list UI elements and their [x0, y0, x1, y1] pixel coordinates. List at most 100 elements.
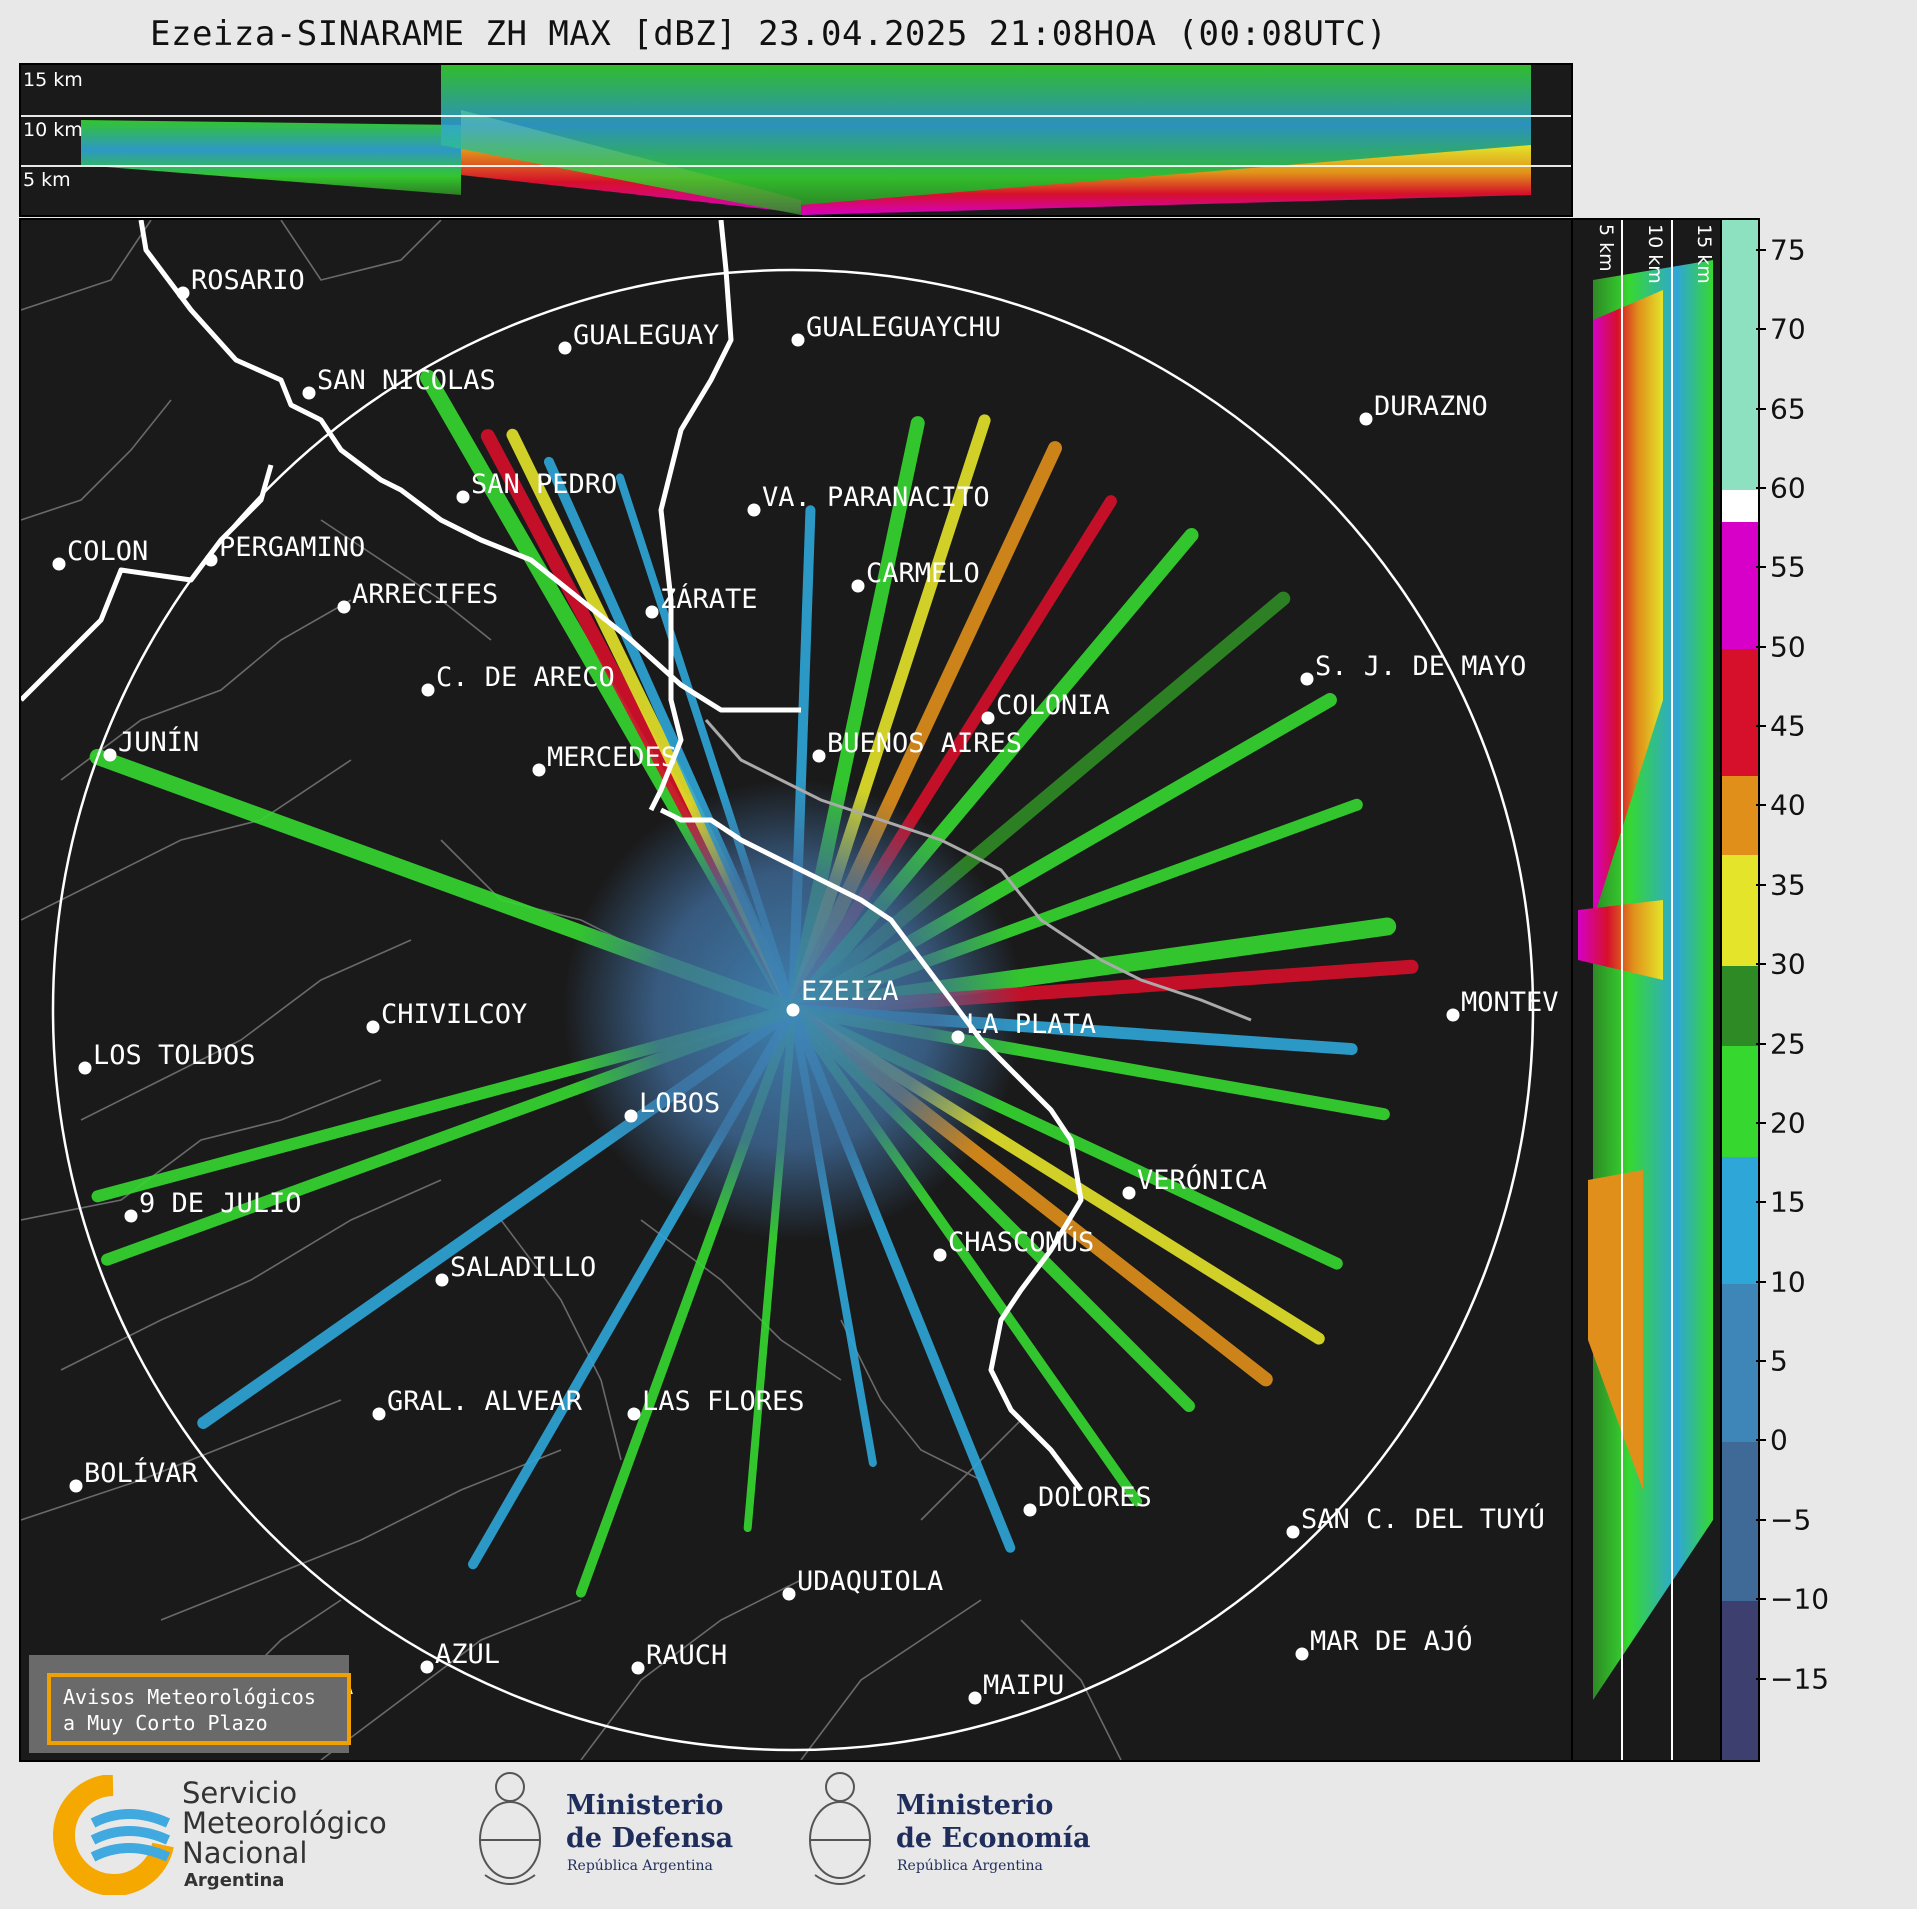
city-dot-arrecifes [337, 600, 351, 614]
colorbar-tick-15 [1756, 1439, 1766, 1442]
district-boundary-13 [920, 1419, 1022, 1521]
city-label-gualeguaychu: GUALEGUAYCHU [806, 312, 1002, 343]
city-dot-chascomus [933, 1248, 947, 1262]
economia-line-1: Ministerio [896, 1790, 1054, 1821]
colorbar-tick-4 [1756, 566, 1766, 569]
city-label-udaquiola: UDAQUIOLA [797, 1566, 944, 1597]
city-dot-la-plata [951, 1030, 965, 1044]
city-dot-junin [103, 748, 117, 762]
colorbar-tick-1 [1756, 328, 1766, 331]
district-boundary-1 [21, 399, 172, 521]
warning-line-2: a Muy Corto Plazo [63, 1711, 268, 1735]
smn-logo-icon [53, 1775, 174, 1895]
colorbar-tick-16 [1756, 1518, 1766, 1521]
city-dot-san-c-del-tuyu [1286, 1525, 1300, 1539]
colorbar-tick-label-6: 45 [1770, 709, 1806, 743]
parana-river [138, 220, 801, 713]
radar-map-panel: ROSARIO GUALEGUAYCHU GUALEGUAY SAN NICOLAS D… [19, 218, 1573, 1762]
city-dot-chivilcoy [366, 1020, 380, 1034]
colorbar-segment-8 [1722, 648, 1758, 776]
colorbar-tick-2 [1756, 407, 1766, 410]
right-echo-core-top [1593, 290, 1663, 920]
city-label-mercedes: MERCEDES [547, 742, 678, 773]
smn-line-4: Argentina [184, 1870, 285, 1891]
city-dot-ezeiza [786, 1003, 800, 1017]
colorbar-tick-label-1: 70 [1770, 312, 1806, 346]
right-level-10km: 10 km [1644, 224, 1666, 284]
city-label-durazno: DURAZNO [1374, 391, 1488, 422]
warning-box[interactable]: Avisos Meteorológicos a Muy Corto Plazo [29, 1655, 351, 1753]
colorbar-tick-6 [1756, 725, 1766, 728]
city-dot-gualeguaychu [791, 333, 805, 347]
colorbar-segment-9 [1722, 521, 1758, 649]
city-label-bolivar: BOLÍVAR [84, 1458, 198, 1489]
colorbar-tick-12 [1756, 1201, 1766, 1204]
city-dot-san-pedro [456, 490, 470, 504]
colorbar-tick-label-15: 0 [1770, 1423, 1788, 1457]
cross-section-echo-core-right [801, 145, 1531, 215]
city-label-colon: COLON [67, 536, 149, 567]
city-dot-azul [420, 1660, 434, 1674]
city-label-dolores: DOLORES [1038, 1482, 1152, 1513]
city-dot-lobos [624, 1109, 638, 1123]
city-dot-c-de-areco [421, 683, 435, 697]
city-label-c-de-areco: C. DE ARECO [436, 662, 615, 693]
colorbar-tick-5 [1756, 645, 1766, 648]
city-markers [52, 286, 1460, 1717]
colorbar-tick-label-9: 30 [1770, 947, 1806, 981]
defensa-line-3: República Argentina [567, 1858, 713, 1874]
city-dot-las-flores [627, 1407, 641, 1421]
top-level-5km: 5 km [23, 169, 71, 191]
colorbar-tick-label-10: 25 [1770, 1027, 1806, 1061]
colorbar-tick-label-13: 10 [1770, 1265, 1806, 1299]
city-dot-los-toldos [78, 1061, 92, 1075]
city-label-montevideo: MONTEV [1461, 987, 1559, 1018]
top-level-10km: 10 km [23, 119, 83, 141]
city-label-maipu: MAIPU [983, 1670, 1065, 1701]
colorbar-segment-1 [1722, 1442, 1758, 1602]
defensa-line-2: de Defensa [566, 1823, 734, 1854]
colorbar-tick-3 [1756, 486, 1766, 489]
colorbar-tick-label-2: 65 [1770, 392, 1806, 425]
colorbar-tick-label-12: 15 [1770, 1185, 1806, 1219]
city-label-los-toldos: LOS TOLDOS [93, 1040, 256, 1071]
cross-section-band-10km [21, 115, 1571, 117]
warning-line-1: Avisos Meteorológicos [63, 1685, 316, 1709]
colorbar-tick-label-11: 20 [1770, 1106, 1806, 1140]
colorbar-tick-label-4: 55 [1770, 550, 1806, 584]
city-dot-udaquiola [782, 1587, 796, 1601]
city-label-chascomus: CHASCOMÚS [948, 1227, 1095, 1258]
page-title: Ezeiza-SINARAME ZH MAX [dBZ] 23.04.2025 … [150, 14, 1388, 54]
right-level-15km: 15 km [1693, 224, 1715, 284]
coat-of-arms-economia-icon [809, 1772, 871, 1885]
colorbar-tick-label-16: −5 [1770, 1503, 1812, 1537]
right-echo-core-bottom [1588, 1170, 1643, 1490]
district-boundary-4 [21, 759, 352, 921]
city-label-va-paranacito: VA. PARANACITO [762, 482, 990, 513]
city-label-buenos-aires: BUENOS AIRES [827, 728, 1023, 759]
colorbar-tick-label-18: −15 [1770, 1662, 1830, 1696]
coat-of-arms-defensa-icon [479, 1772, 541, 1885]
city-dot-durazno [1359, 412, 1373, 426]
colorbar-tick-10 [1756, 1042, 1766, 1045]
city-dot-rosario [176, 286, 190, 300]
colorbar-tick-label-17: −10 [1770, 1582, 1830, 1616]
uruguay-river [648, 220, 734, 812]
city-dot-mar-de-ajo [1295, 1647, 1309, 1661]
city-label-azul: AZUL [435, 1639, 501, 1670]
top-level-15km: 15 km [23, 69, 83, 91]
economia-line-3: República Argentina [897, 1858, 1043, 1874]
colorbar-tick-11 [1756, 1121, 1766, 1124]
defensa-line-1: Ministerio [566, 1790, 724, 1821]
district-boundary-2 [280, 220, 442, 281]
warning-box-frame: Avisos Meteorológicos a Muy Corto Plazo [47, 1673, 351, 1745]
city-dot-colonia [981, 711, 995, 725]
rio-de-la-plata-coast [659, 807, 1084, 1492]
district-boundary-9 [160, 1449, 562, 1621]
city-dot-zarate [645, 605, 659, 619]
district-boundary-19 [500, 1219, 622, 1461]
city-dot-saladillo [435, 1273, 449, 1287]
city-dot-buenos-aires [812, 749, 826, 763]
right-band-10km [1671, 220, 1673, 1760]
district-boundary-10 [320, 1599, 582, 1760]
